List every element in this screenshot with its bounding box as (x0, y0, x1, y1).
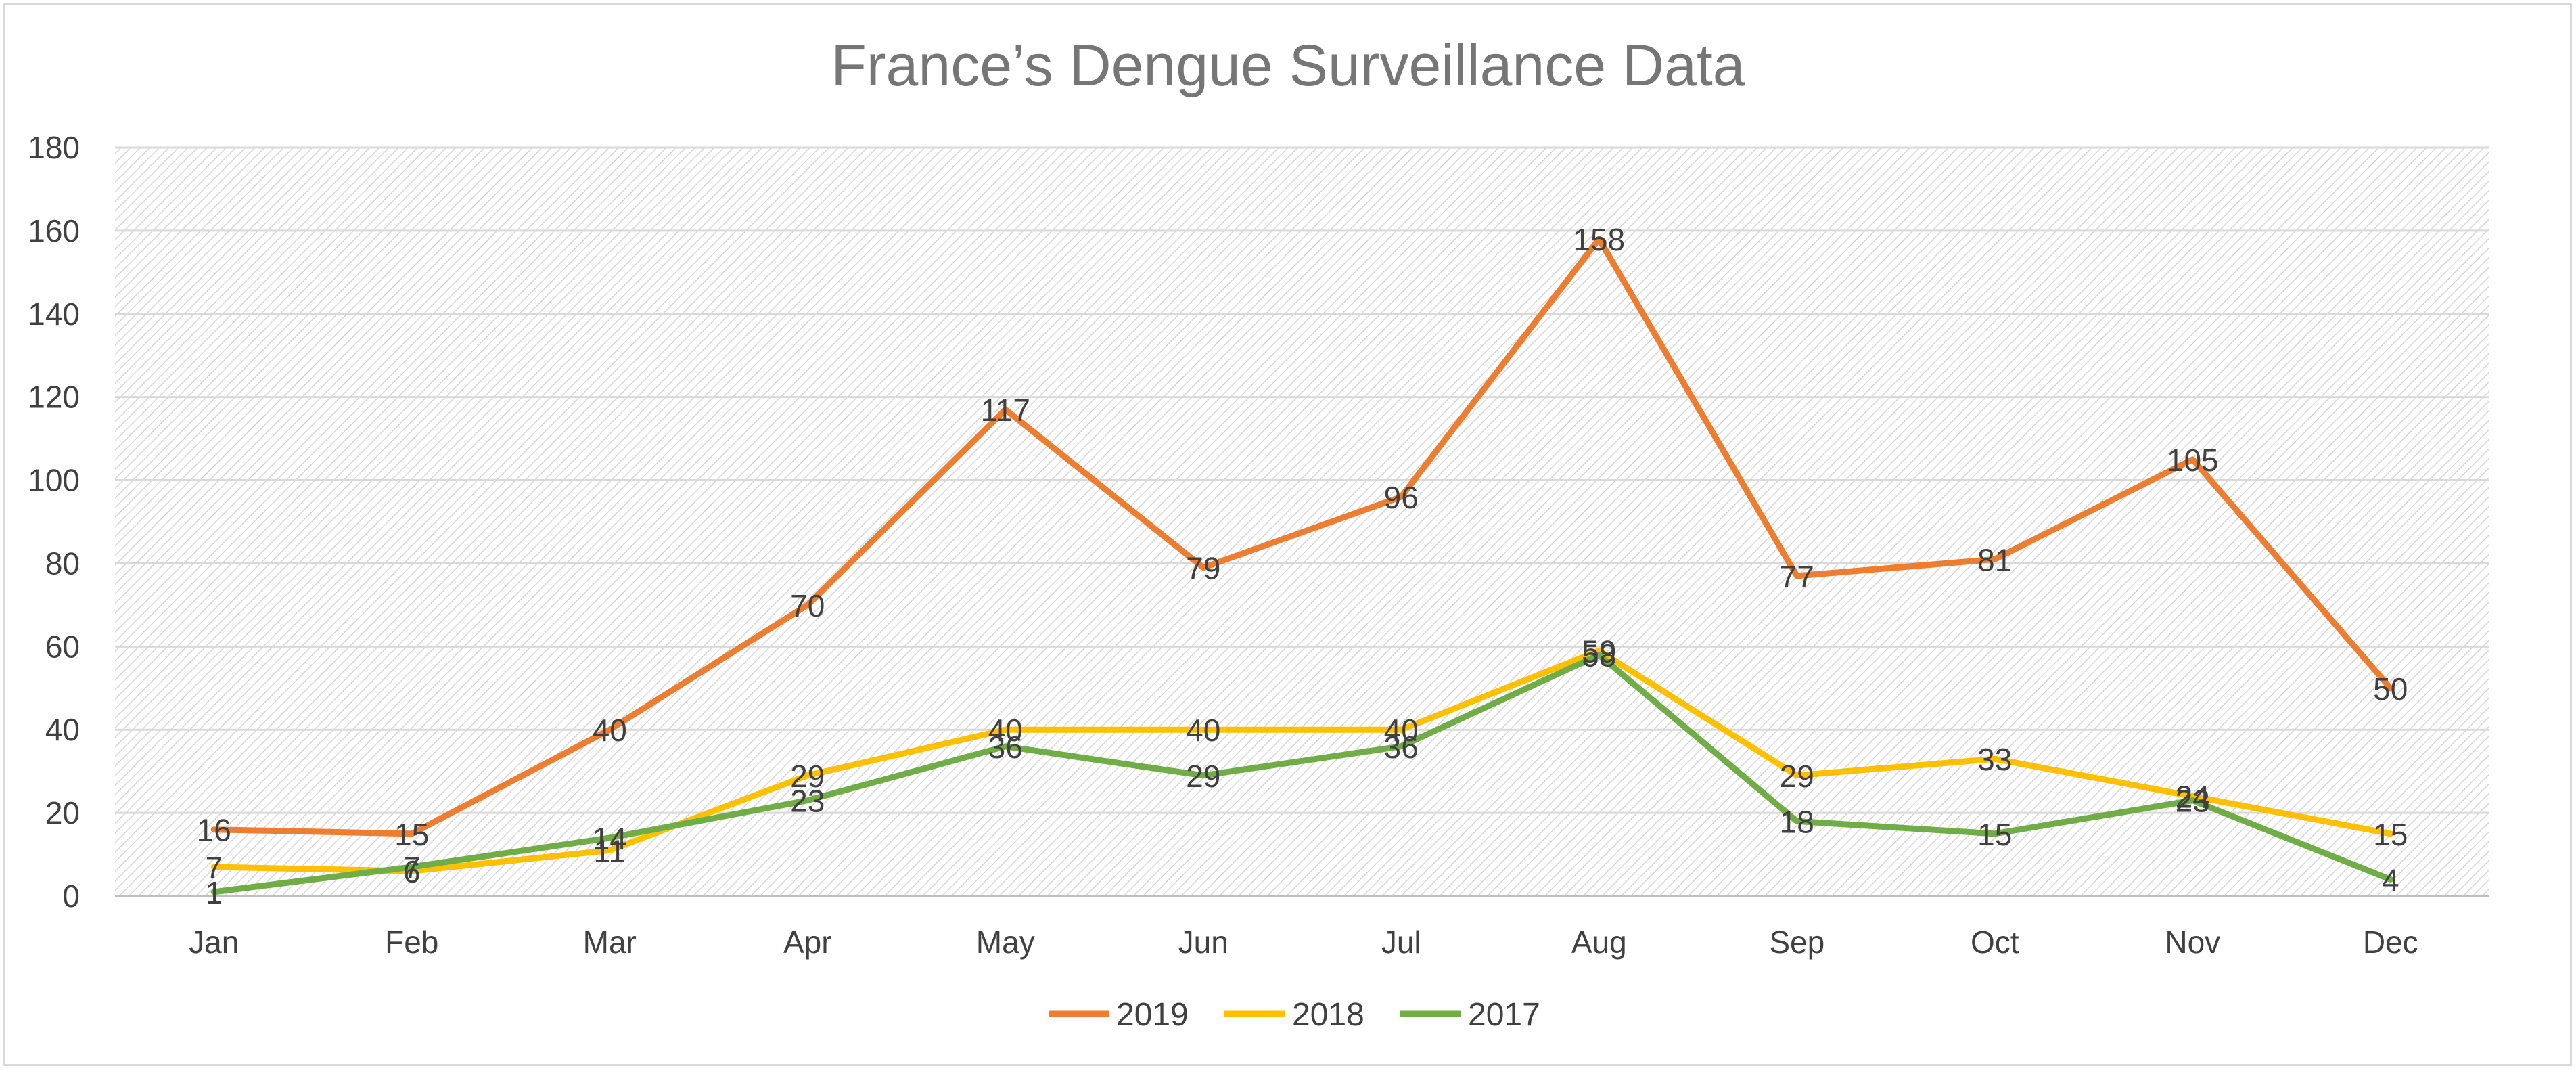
data-label-2019: 96 (1384, 480, 1419, 515)
data-label-2019: 40 (593, 713, 627, 748)
data-label-2018: 59 (1582, 633, 1616, 669)
data-label-2017: 23 (2176, 784, 2210, 819)
data-label-2018: 11 (593, 833, 626, 868)
legend: 2019 2018 2017 (1049, 997, 1540, 1033)
x-tick-label: Sep (1769, 924, 1824, 960)
legend-item-2019: 2019 (1049, 997, 1189, 1033)
data-label-2017: 14 (593, 821, 627, 856)
x-tick-label: Oct (1971, 924, 2019, 960)
data-label-2018: 40 (988, 713, 1023, 748)
x-tick-label: Mar (583, 924, 637, 960)
x-tick-label: Dec (2363, 924, 2418, 960)
data-label-2019: 16 (197, 813, 231, 848)
data-label-2019: 70 (790, 588, 825, 623)
y-tick-label: 80 (45, 545, 80, 581)
data-label-2019: 105 (2167, 443, 2219, 478)
series-line-2019 (210, 236, 2394, 837)
data-label-2019: 79 (1186, 551, 1220, 586)
y-tick-label: 180 (28, 130, 80, 165)
data-label-2019: 50 (2373, 671, 2408, 707)
x-tick-label: May (976, 924, 1035, 960)
y-tick-label: 120 (28, 380, 80, 415)
data-label-2017: 15 (1977, 817, 2012, 852)
x-tick-label: Jun (1178, 924, 1228, 960)
data-label-2018: 29 (790, 759, 825, 794)
chart-title: France’s Dengue Surveillance Data (831, 33, 1745, 98)
data-label-2017: 1 (205, 875, 223, 910)
x-tick-label: Nov (2165, 924, 2220, 960)
data-label-2017: 4 (2382, 862, 2399, 897)
y-tick-label: 140 (28, 296, 80, 332)
data-label-2018: 7 (205, 850, 223, 885)
data-label-2018: 40 (1186, 713, 1220, 748)
legend-label: 2017 (1468, 997, 1540, 1033)
x-axis: Jan Feb Mar Apr May Jun Jul Aug Sep Oct Nov Dec (115, 895, 2489, 960)
y-tick-label: 160 (28, 213, 80, 248)
x-tick-label: Feb (385, 924, 438, 960)
data-label-2017: 7 (403, 850, 421, 885)
y-tick-label: 100 (28, 463, 80, 498)
y-tick-label: 0 (62, 878, 80, 914)
data-label-2017: 29 (1186, 759, 1220, 794)
x-tick-label: Aug (1571, 924, 1627, 960)
data-label-2018: 6 (403, 854, 421, 889)
data-label-2018: 33 (1977, 742, 2012, 777)
plot-area (115, 148, 2489, 896)
x-tick-label: Jan (189, 924, 239, 960)
y-tick-label: 20 (45, 795, 80, 830)
x-tick-label: Jul (1381, 924, 1421, 960)
data-label-2019: 81 (1977, 542, 2012, 577)
legend-item-2017: 2017 (1400, 997, 1540, 1033)
data-label-2017: 36 (988, 730, 1023, 765)
data-label-2019: 117 (981, 393, 1030, 428)
data-label-2018: 24 (2176, 780, 2210, 815)
legend-item-2018: 2018 (1224, 997, 1364, 1033)
y-tick-label: 60 (45, 629, 80, 664)
data-label-2017: 23 (790, 784, 825, 819)
y-axis: 0 20 40 60 80 100 120 140 160 180 (28, 130, 80, 914)
data-label-2017: 18 (1780, 804, 1814, 839)
data-label-2017: 36 (1384, 730, 1419, 765)
data-label-2019: 158 (1573, 222, 1625, 257)
series-line-2017 (210, 652, 2394, 895)
legend-label: 2018 (1292, 997, 1364, 1033)
series-line-2018 (210, 647, 2394, 874)
series-lines (210, 236, 2394, 895)
y-tick-label: 40 (45, 712, 80, 747)
data-label-2018: 29 (1780, 759, 1814, 794)
data-label-2019: 77 (1780, 559, 1814, 594)
data-label-2017: 58 (1582, 638, 1616, 673)
data-label-2018: 15 (2373, 817, 2408, 852)
data-label-2018: 40 (1384, 713, 1419, 748)
legend-label: 2019 (1116, 997, 1189, 1033)
data-label-2019: 15 (394, 817, 429, 852)
x-tick-label: Apr (783, 924, 832, 960)
